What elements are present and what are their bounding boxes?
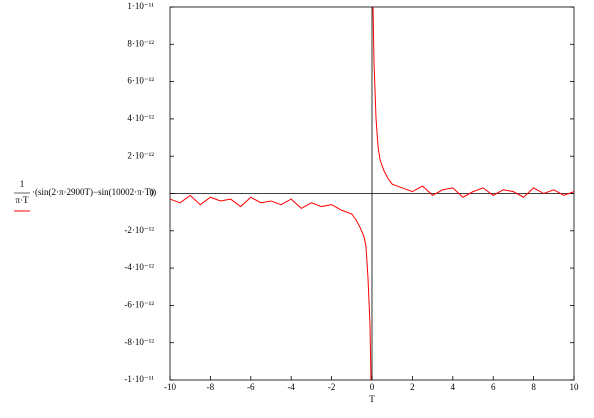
x-tick-label: 2: [410, 382, 415, 392]
y-tick-label: -2·10⁻¹²: [124, 225, 154, 235]
y-tick-label: 0: [150, 188, 155, 198]
y-tick-label: 6·10⁻¹²: [127, 76, 154, 86]
y-tick-label: -8·10⁻¹²: [124, 337, 154, 347]
legend-numerator: 1: [20, 179, 25, 189]
y-tick-label: 1·10⁻¹¹: [127, 1, 154, 11]
x-tick-label: -4: [287, 382, 295, 392]
y-tick-label: 2·10⁻¹²: [127, 150, 154, 160]
x-tick-label: 8: [531, 382, 536, 392]
y-tick-label: 4·10⁻¹²: [127, 113, 154, 123]
x-tick-label: 10: [570, 382, 580, 392]
legend-denominator: π·T: [15, 195, 29, 205]
x-tick-label: -8: [207, 382, 215, 392]
data-line: [169, 6, 575, 381]
x-axis-label: T: [369, 394, 375, 404]
x-tick-label: -2: [328, 382, 336, 392]
y-tick-label: -4·10⁻¹²: [124, 262, 154, 272]
y-tick-label: 8·10⁻¹²: [127, 38, 154, 48]
x-tick-label: -10: [164, 382, 176, 392]
x-tick-label: -6: [247, 382, 255, 392]
legend-label: ·(sin(2·π·2900T)−sin(10002·π·T)): [32, 187, 156, 197]
x-tick-label: 0: [370, 382, 375, 392]
x-tick-label: 6: [491, 382, 496, 392]
x-tick-label: 4: [451, 382, 456, 392]
y-tick-label: -6·10⁻¹²: [124, 299, 154, 309]
y-tick-label: -1·10⁻¹¹: [124, 374, 154, 384]
